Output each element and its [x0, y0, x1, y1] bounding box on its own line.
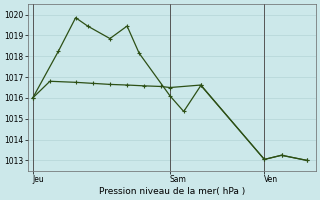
X-axis label: Pression niveau de la mer( hPa ): Pression niveau de la mer( hPa ) [99, 187, 245, 196]
